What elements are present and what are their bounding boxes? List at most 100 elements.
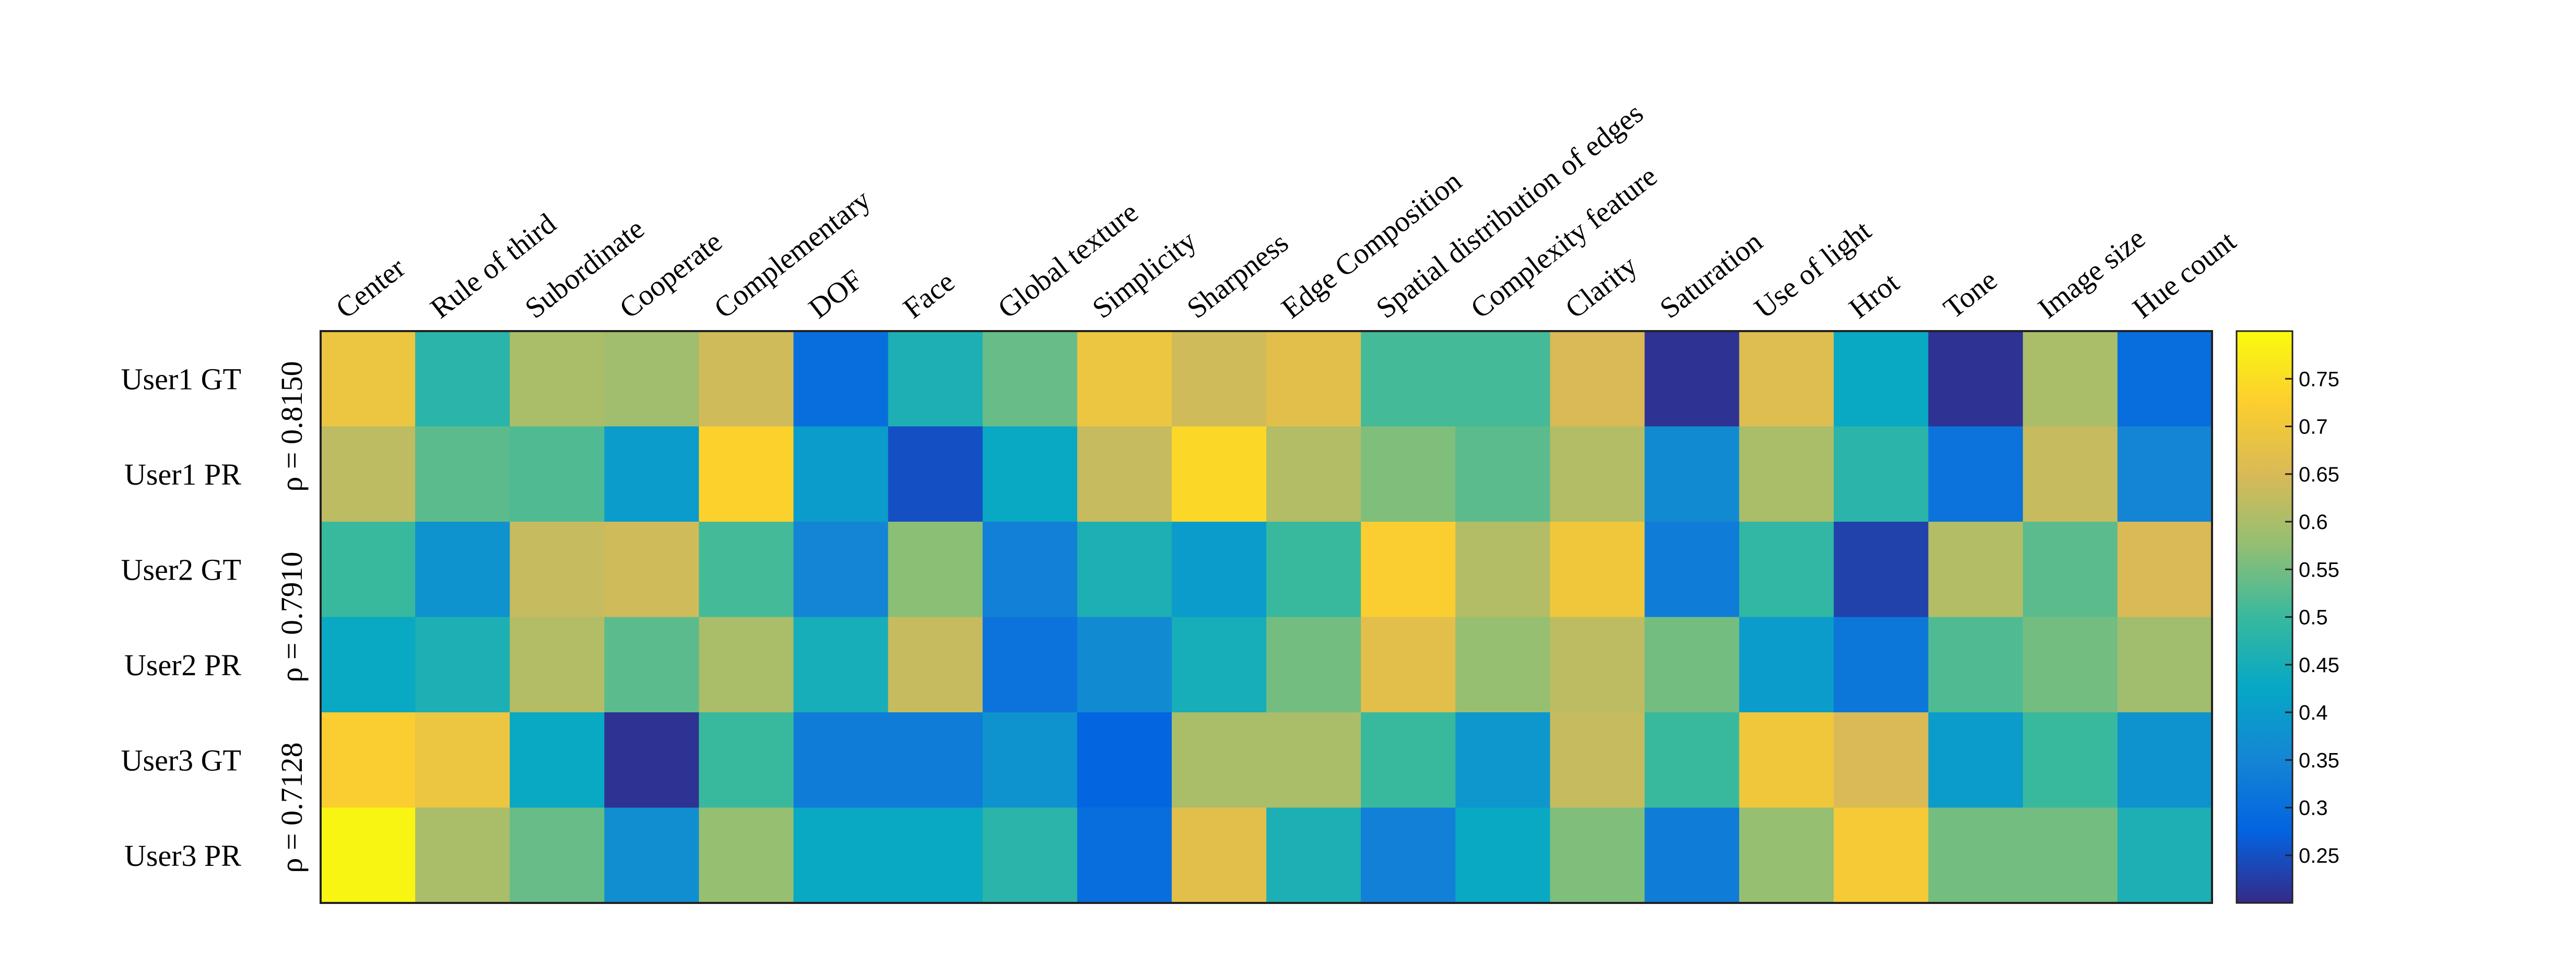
column-label: Tone — [1938, 264, 2004, 325]
heatmap-cell — [1077, 331, 1172, 427]
heatmap-cell — [982, 426, 1078, 522]
heatmap-cell — [510, 426, 605, 522]
heatmap-cell — [2117, 426, 2213, 522]
heatmap-cell — [1361, 617, 1456, 713]
heatmap-cell — [510, 617, 605, 713]
heatmap-cell — [321, 807, 416, 903]
colorbar-tick-label: 0.3 — [2299, 797, 2328, 820]
colorbar-tick-label: 0.55 — [2299, 558, 2339, 581]
heatmap-cell — [888, 522, 983, 618]
heatmap-cell — [1077, 807, 1172, 903]
heatmap-cell — [1644, 331, 1740, 427]
column-label: Hrot — [1843, 266, 1905, 325]
heatmap-cell — [699, 617, 794, 713]
heatmap-cell — [1455, 807, 1550, 903]
column-label: Sharpness — [1181, 227, 1295, 325]
heatmap-cell — [1077, 712, 1172, 808]
heatmap-cell — [1644, 617, 1740, 713]
heatmap-cell — [1266, 331, 1361, 427]
heatmap-cell — [1833, 807, 1929, 903]
heatmap-cell — [1739, 426, 1834, 522]
row-label: User1 GT — [121, 362, 241, 396]
heatmap-cell — [415, 712, 510, 808]
colorbar-tick-label: 0.7 — [2299, 416, 2328, 439]
heatmap-cell — [1455, 522, 1550, 618]
heatmap-cell — [1455, 712, 1550, 808]
heatmap-cell — [1266, 426, 1361, 522]
colorbar-tick-label: 0.6 — [2299, 511, 2328, 534]
heatmap-cell — [982, 807, 1078, 903]
heatmap-cell — [2117, 807, 2213, 903]
heatmap-cell — [1833, 617, 1929, 713]
colorbar-tick-label: 0.4 — [2299, 701, 2328, 724]
heatmap-cell — [2117, 712, 2213, 808]
heatmap-cell — [1266, 807, 1361, 903]
heatmap-cell — [793, 807, 889, 903]
column-label: Face — [897, 265, 960, 325]
heatmap-cell — [1455, 331, 1550, 427]
correlation-labels: ρ = 0.8150 ρ = 0.7910 ρ = 0.7128 — [275, 361, 309, 873]
heatmap-cell — [1644, 426, 1740, 522]
column-label: Clarity — [1559, 250, 1643, 325]
row-label: User3 GT — [121, 743, 241, 777]
heatmap-cell — [604, 712, 699, 808]
heatmap-cell — [1928, 522, 2024, 618]
row-label: User2 GT — [121, 553, 241, 586]
heatmap-cell — [888, 426, 983, 522]
heatmap-cell — [793, 426, 889, 522]
heatmap-cell — [793, 522, 889, 618]
heatmap-cell — [1928, 331, 2024, 427]
heatmap-cell — [2022, 522, 2118, 618]
heatmap-cell — [1455, 426, 1550, 522]
heatmap-cell — [1361, 712, 1456, 808]
heatmap-cell — [321, 426, 416, 522]
heatmap-cell — [1644, 522, 1740, 618]
heatmap-cell — [1171, 617, 1267, 713]
heatmap-cell — [604, 807, 699, 903]
heatmap-cell — [1077, 426, 1172, 522]
column-label: Image size — [2032, 222, 2151, 325]
heatmap-cell — [1928, 807, 2024, 903]
heatmap-cell — [2022, 617, 2118, 713]
colorbar-tick-label: 0.45 — [2299, 654, 2339, 677]
heatmap-cell — [604, 331, 699, 427]
heatmap-cell — [2117, 331, 2213, 427]
heatmap-cell — [793, 331, 889, 427]
heatmap-cell — [1550, 426, 1645, 522]
heatmap-cell — [1739, 712, 1834, 808]
heatmap-cell — [1550, 807, 1645, 903]
heatmap-cell — [888, 712, 983, 808]
rho-label: ρ = 0.8150 — [275, 361, 309, 491]
heatmap-cell — [888, 617, 983, 713]
rho-label: ρ = 0.7910 — [275, 551, 309, 682]
heatmap-cell — [1928, 426, 2024, 522]
heatmap-cell — [415, 617, 510, 713]
heatmap-cell — [1266, 712, 1361, 808]
heatmap-cell — [699, 331, 794, 427]
heatmap-cell — [1077, 617, 1172, 713]
heatmap-cell — [1361, 807, 1456, 903]
heatmap-cell — [604, 426, 699, 522]
heatmap-cell — [604, 522, 699, 618]
heatmap-cell — [321, 331, 416, 427]
column-labels: Center Rule of thirdSubordinateCooperateC… — [330, 97, 2242, 325]
heatmap-cell — [2022, 807, 2118, 903]
heatmap-cell — [2117, 522, 2213, 618]
heatmap-cell — [510, 331, 605, 427]
heatmap-cell — [2117, 617, 2213, 713]
heatmap-cell — [1833, 712, 1929, 808]
heatmap-cell — [1171, 331, 1267, 427]
heatmap-cell — [1361, 426, 1456, 522]
heatmap-cell — [1833, 331, 1929, 427]
heatmap-cell — [510, 807, 605, 903]
colorbar-tick-label: 0.75 — [2299, 368, 2339, 391]
heatmap-cell — [321, 617, 416, 713]
heatmap-cell — [321, 522, 416, 618]
heatmap-cell — [415, 807, 510, 903]
heatmap-cell — [1266, 617, 1361, 713]
heatmap-cell — [793, 617, 889, 713]
heatmap-cell — [1928, 617, 2024, 713]
heatmap-cell — [1171, 426, 1267, 522]
colorbar-tick-label: 0.25 — [2299, 844, 2339, 867]
row-label: User1 PR — [124, 457, 241, 491]
